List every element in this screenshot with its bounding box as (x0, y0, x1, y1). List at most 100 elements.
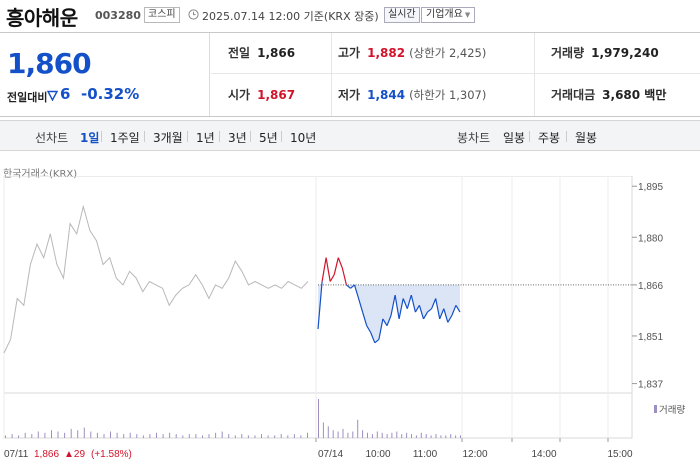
price-line-segment (329, 274, 335, 282)
price-line-segment (455, 304, 461, 313)
low-label: 저가 (338, 88, 361, 102)
divider (144, 131, 145, 142)
prev-day-change-pct: (+1.58%) (91, 449, 132, 460)
volume-bar (293, 434, 295, 438)
y-tick-label: 1,880 (638, 233, 663, 244)
volume-bar (254, 435, 256, 438)
volume-bar (440, 435, 442, 438)
chevron-down-icon: ▼ (464, 11, 471, 19)
volume-bar (64, 432, 66, 438)
open-value: 1,867 (257, 88, 296, 102)
volume-bar (57, 431, 59, 438)
tab-10y[interactable]: 10년 (290, 131, 317, 145)
volume-bar (136, 434, 138, 438)
y-tick-label: 1,895 (638, 182, 663, 193)
volume-bar (406, 432, 408, 438)
divider (529, 131, 530, 142)
high-value: 1,882 (367, 46, 406, 60)
company-name[interactable]: 흥아해운 (6, 6, 78, 30)
company-info-button[interactable]: 기업개요 ▼ (421, 7, 476, 23)
candle-chart-label: 봉차트 (457, 131, 491, 145)
volume-bar (18, 435, 20, 438)
volume-bar (381, 432, 383, 438)
tab-5y[interactable]: 5년 (259, 131, 278, 145)
tab-daily[interactable]: 일봉 (503, 131, 526, 145)
low-cell: 저가 1,844 (하한가 1,307) (338, 75, 486, 116)
open-label: 시가 (228, 88, 251, 102)
volume-bar (70, 428, 72, 438)
price-line-segment (378, 318, 384, 340)
price-line-segment (390, 294, 396, 316)
tab-monthly[interactable]: 월봉 (575, 131, 598, 145)
below-prev-close-area (318, 284, 460, 343)
intraday-chart[interactable]: 1,895 1,880 1,866 1,851 1,837 거래량 07/11 07/14 10… (0, 176, 700, 465)
company-info-label: 기업개요 (426, 9, 463, 20)
realtime-badge[interactable]: 실시간 (384, 7, 420, 23)
tab-weekly[interactable]: 주봉 (538, 131, 561, 145)
price-line-segment (353, 284, 360, 299)
tab-1w[interactable]: 1주일 (110, 131, 140, 145)
volume-bar (11, 434, 13, 438)
price-line-segment (325, 257, 331, 282)
volume-bar (116, 432, 118, 438)
volume-bar (352, 431, 354, 438)
volume-bar (411, 434, 412, 438)
volume-bar (401, 434, 403, 438)
trade-value-cell: 거래대금 3,680 백만 (551, 75, 666, 116)
volume-bar (142, 435, 144, 438)
x-tick-label: 07/11 (4, 449, 29, 460)
price-line-segment (447, 315, 453, 323)
volume-bar (367, 432, 368, 438)
volume-bar (149, 434, 151, 438)
volume-bar (182, 435, 184, 438)
price-line-segment (358, 298, 364, 313)
volume-bar (318, 399, 319, 438)
volume-bar (425, 434, 427, 438)
price-line-segment (394, 295, 400, 319)
price-line-segment (382, 318, 388, 327)
price-line-segment (321, 257, 327, 282)
price-line-segment (386, 315, 392, 326)
tab-1y[interactable]: 1년 (196, 131, 215, 145)
price-line-segment (350, 284, 355, 289)
price-line-segment (443, 308, 449, 323)
tab-1d[interactable]: 1일 (80, 131, 100, 145)
divider (250, 131, 251, 142)
volume-bar (267, 435, 269, 438)
volume-bar (162, 434, 164, 438)
volume-bar (371, 434, 373, 438)
price-line-segment (431, 298, 437, 309)
volume-legend-label: 거래량 (659, 404, 685, 416)
volume-bar (287, 435, 289, 438)
divider (101, 131, 102, 142)
price-line-segment (374, 338, 380, 344)
price-line-segment (422, 311, 429, 320)
x-tick-label: 14:00 (531, 449, 556, 460)
volume-bar (110, 431, 111, 438)
volume-bar (123, 434, 125, 438)
prev-close-cell: 전일 1,866 (228, 33, 295, 74)
volume-bar (460, 435, 461, 438)
tab-3y[interactable]: 3년 (228, 131, 247, 145)
tab-3m[interactable]: 3개월 (153, 131, 183, 145)
data-source: 한국거래소(KRX) (3, 169, 78, 180)
volume-bar (396, 431, 398, 438)
upper-limit: (상한가 2,425) (409, 46, 487, 60)
open-cell: 시가 1,867 (228, 75, 295, 116)
volume-bar (51, 430, 52, 438)
volume-bar (337, 431, 339, 438)
volume-bar (83, 427, 85, 438)
volume-bar (450, 434, 452, 438)
price-line-segment (317, 281, 323, 330)
prev-day-change: ▲29 (64, 449, 85, 460)
price-line-segment (346, 284, 351, 289)
volume-bar (247, 435, 249, 438)
volume-bar (386, 434, 388, 438)
x-tick-label: 07/14 (318, 449, 343, 460)
prev-close-value: 1,866 (257, 46, 296, 60)
summary-row-1: 전일 1,866 고가 1,882 (상한가 2,425) 거래량 1,979,240 (211, 33, 700, 74)
price-line-segment (370, 332, 376, 344)
volume-bar (202, 435, 203, 438)
volume-bar (103, 434, 105, 438)
price-line-segment (451, 305, 457, 316)
